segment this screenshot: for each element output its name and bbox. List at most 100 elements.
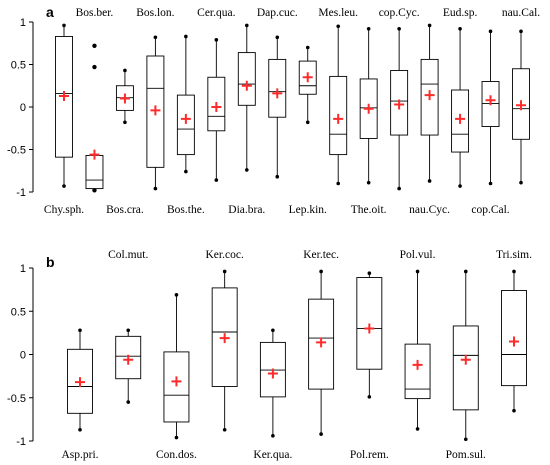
mean-marker bbox=[516, 100, 526, 111]
box-Col.mut.: Col.mut. bbox=[108, 249, 148, 404]
y-tick-label: -0.5 bbox=[7, 393, 26, 405]
whisker-cap-upper bbox=[463, 269, 468, 274]
whisker-cap-lower bbox=[245, 168, 249, 172]
mean-marker bbox=[123, 354, 134, 365]
whisker-cap-upper bbox=[275, 35, 280, 40]
category-label: Ker.coc. bbox=[206, 249, 244, 261]
box-Asp.pri.: Asp.pri. bbox=[61, 328, 99, 461]
box-Chy.sph.: Chy.sph. bbox=[44, 23, 84, 216]
whisker-cap-upper bbox=[245, 23, 249, 28]
whisker-cap-upper bbox=[271, 328, 275, 333]
whisker-cap-upper bbox=[488, 29, 493, 34]
whisker-cap-upper bbox=[62, 23, 66, 28]
whisker-cap-lower bbox=[458, 184, 462, 188]
outlier-point bbox=[92, 43, 97, 48]
y-tick-label: -1 bbox=[16, 436, 26, 448]
whisker-cap-lower bbox=[305, 120, 310, 125]
box-cop.Cyc.: cop.Cyc. bbox=[379, 7, 420, 191]
y-tick-label: 1 bbox=[20, 263, 26, 275]
whisker-cap-upper bbox=[222, 269, 227, 274]
y-tick-label: -0.5 bbox=[7, 145, 26, 157]
category-label: Lep.kin. bbox=[289, 204, 327, 216]
category-label: Pol.vul. bbox=[400, 249, 436, 261]
mean-marker bbox=[460, 354, 471, 365]
mean-marker bbox=[424, 90, 435, 101]
whisker-cap-upper bbox=[123, 68, 127, 73]
panel-a: a 1 0.5 0 -0.5 -1 Chy.sph. Bos.ber. Bos.cra. Bos.… bbox=[7, 4, 540, 216]
box-iqr bbox=[85, 154, 104, 190]
category-label: nau.Cyc. bbox=[409, 204, 450, 216]
category-label: Eud.sp. bbox=[443, 7, 478, 19]
category-label: Dap.cuc. bbox=[257, 7, 298, 19]
category-label: Cer.qua. bbox=[197, 7, 235, 19]
whisker-cap-lower bbox=[62, 184, 66, 188]
whisker-cap-lower bbox=[275, 174, 280, 179]
box-Con.dos.: Con.dos. bbox=[156, 293, 197, 461]
whisker-cap-lower bbox=[319, 432, 323, 436]
category-label: Bos.cra. bbox=[106, 204, 144, 216]
whisker-cap-upper bbox=[153, 35, 158, 40]
box-Pol.rem.: Pol.rem. bbox=[350, 271, 389, 461]
category-label: Dia.bra. bbox=[228, 204, 265, 216]
mean-marker bbox=[485, 95, 496, 106]
box-iqr bbox=[176, 94, 195, 156]
whisker-cap-upper bbox=[214, 38, 219, 42]
outlier-point bbox=[92, 64, 97, 70]
whisker-cap-upper bbox=[366, 27, 371, 31]
box-Mes.leu.: Mes.leu. bbox=[318, 7, 358, 186]
box-Bos.the.: Bos.the. bbox=[167, 34, 205, 216]
whisker-cap-lower bbox=[222, 427, 227, 432]
category-label: Bos.the. bbox=[167, 204, 205, 216]
y-tick-label: 0 bbox=[20, 102, 26, 114]
whisker-cap-upper bbox=[174, 293, 179, 297]
box-Lep.kin.: Lep.kin. bbox=[289, 45, 327, 216]
category-label: Tri.sim. bbox=[496, 249, 532, 261]
category-label: Con.dos. bbox=[156, 449, 197, 461]
mean-marker bbox=[59, 90, 69, 101]
whisker-cap-lower bbox=[184, 169, 188, 174]
box-Cer.qua.: Cer.qua. bbox=[197, 7, 236, 182]
whisker-cap-lower bbox=[126, 400, 131, 404]
mean-marker bbox=[211, 102, 222, 112]
whisker-cap-upper bbox=[427, 23, 432, 28]
category-label: Pom.sul. bbox=[446, 449, 486, 461]
box-Pom.sul.: Pom.sul. bbox=[446, 269, 486, 461]
box-iqr bbox=[268, 58, 287, 118]
box-cop.Cal.: cop.Cal. bbox=[471, 29, 510, 216]
box-Dap.cuc.: Dap.cuc. bbox=[257, 7, 298, 179]
box-iqr bbox=[452, 325, 479, 411]
whisker-cap-upper bbox=[367, 271, 372, 275]
box-Bos.ber.: Bos.ber. bbox=[76, 7, 114, 193]
panel-label: a bbox=[46, 4, 54, 20]
whisker-cap-lower bbox=[174, 435, 179, 440]
mean-marker bbox=[89, 149, 100, 160]
box-Dia.bra.: Dia.bra. bbox=[228, 23, 265, 216]
mean-marker bbox=[509, 336, 519, 347]
whisker-cap-upper bbox=[319, 269, 323, 274]
mean-marker bbox=[75, 377, 85, 388]
mean-marker bbox=[302, 72, 313, 83]
category-label: Ker.qua. bbox=[253, 449, 292, 461]
box-Pol.vul.: Pol.vul. bbox=[400, 249, 436, 431]
box-Bos.lon.: Bos.lon. bbox=[136, 7, 175, 191]
box-Ker.qua.: Ker.qua. bbox=[253, 328, 292, 461]
panel-b: b 1 0.5 0 -0.5 -1 Asp.pri. Col.mut. Con.dos. Ker.… bbox=[7, 249, 532, 461]
whisker-cap-lower bbox=[415, 427, 420, 431]
category-label: Bos.ber. bbox=[76, 7, 114, 19]
whisker-cap-lower bbox=[397, 186, 401, 191]
mean-marker bbox=[171, 376, 182, 387]
whisker-cap-lower bbox=[123, 120, 127, 125]
mean-marker bbox=[394, 99, 405, 110]
whisker-cap-upper bbox=[519, 29, 523, 34]
category-label: Ker.tec. bbox=[303, 249, 339, 261]
whisker-cap-lower bbox=[78, 427, 82, 432]
whisker-cap-lower bbox=[367, 395, 372, 399]
box-iqr bbox=[404, 343, 431, 400]
whisker-cap-lower bbox=[519, 180, 523, 185]
y-tick-label: 0.5 bbox=[11, 60, 26, 72]
whisker-cap-lower bbox=[427, 179, 432, 183]
mean-marker bbox=[241, 80, 252, 91]
mean-marker bbox=[455, 113, 466, 124]
mean-marker bbox=[412, 359, 423, 370]
